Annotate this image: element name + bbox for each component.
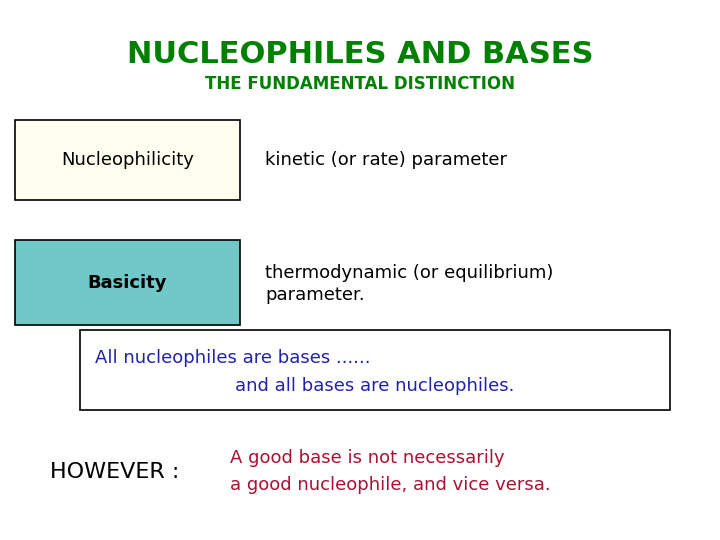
Text: thermodynamic (or equilibrium): thermodynamic (or equilibrium) bbox=[265, 264, 554, 281]
FancyBboxPatch shape bbox=[15, 240, 240, 325]
FancyBboxPatch shape bbox=[15, 120, 240, 200]
Text: a good nucleophile, and vice versa.: a good nucleophile, and vice versa. bbox=[230, 476, 551, 494]
Text: and all bases are nucleophiles.: and all bases are nucleophiles. bbox=[235, 377, 515, 395]
Text: HOWEVER :: HOWEVER : bbox=[50, 462, 179, 482]
Text: THE FUNDAMENTAL DISTINCTION: THE FUNDAMENTAL DISTINCTION bbox=[205, 75, 515, 93]
Text: Basicity: Basicity bbox=[88, 273, 167, 292]
Text: All nucleophiles are bases ......: All nucleophiles are bases ...... bbox=[95, 349, 371, 367]
Text: parameter.: parameter. bbox=[265, 286, 364, 303]
Text: Nucleophilicity: Nucleophilicity bbox=[61, 151, 194, 169]
Text: NUCLEOPHILES AND BASES: NUCLEOPHILES AND BASES bbox=[127, 40, 593, 69]
Text: kinetic (or rate) parameter: kinetic (or rate) parameter bbox=[265, 151, 507, 169]
FancyBboxPatch shape bbox=[80, 330, 670, 410]
Text: A good base is not necessarily: A good base is not necessarily bbox=[230, 449, 505, 467]
